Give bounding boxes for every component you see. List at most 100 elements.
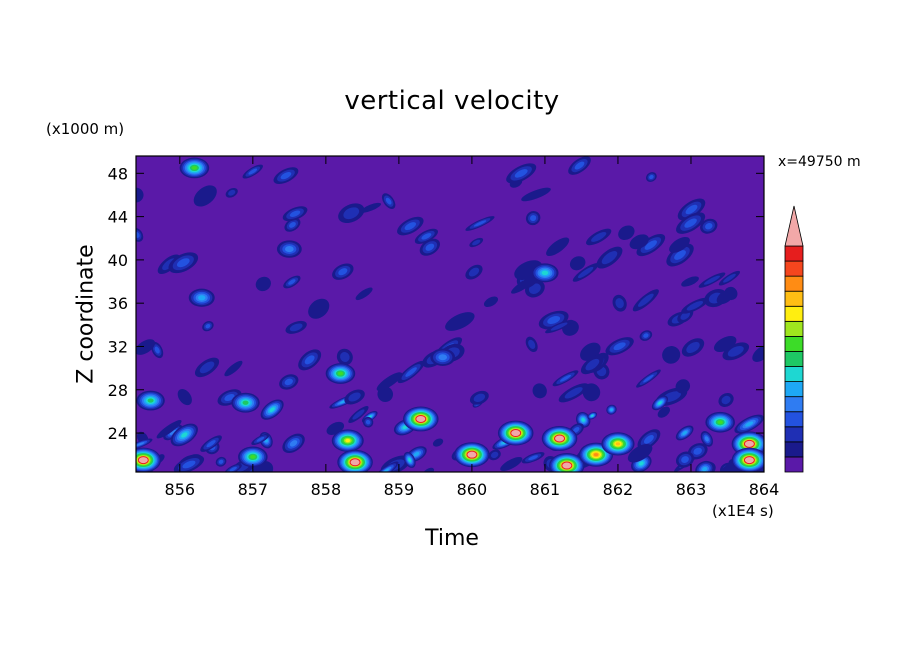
contour-blob (360, 202, 381, 213)
x-ticks: 856 857 858 859 860 861 862 863 864 (165, 156, 779, 499)
contour-blob (713, 336, 737, 353)
velocity-feature (541, 425, 578, 451)
contour-blob (432, 438, 444, 447)
velocity-feature (430, 348, 456, 366)
contour-blob (414, 228, 439, 244)
contour-blob (572, 263, 599, 282)
contour-blob (545, 319, 574, 334)
contour-ring (289, 210, 301, 217)
contour-ring (432, 438, 444, 447)
contour-ring (224, 360, 243, 377)
feature-ring (541, 270, 549, 276)
contour-blob (255, 276, 271, 292)
contour-ring (468, 267, 480, 277)
contour-ring (288, 279, 296, 285)
contour-ring (181, 432, 188, 438)
x-tick-label: 859 (384, 480, 415, 499)
contour-ring (546, 237, 570, 257)
contour-blob (177, 388, 192, 406)
velocity-feature (497, 420, 534, 446)
contour-ring (256, 436, 265, 442)
feature-peak (466, 450, 478, 459)
contour-ring (681, 276, 699, 287)
contour-ring (228, 189, 236, 196)
velocity-feature (454, 442, 490, 468)
contour-ring (528, 339, 536, 349)
colorbar-band (784, 381, 804, 398)
contour-blob (282, 206, 308, 222)
contour-blob (381, 193, 396, 209)
contour-ring (199, 361, 215, 374)
contour-ring (550, 322, 568, 331)
contour-blob (596, 246, 623, 269)
contour-ring (727, 345, 744, 357)
contour-blob (681, 338, 705, 357)
contour-blob (194, 357, 220, 378)
contour-ring (680, 311, 691, 320)
velocity-feature (331, 429, 364, 452)
colorbar-band (784, 396, 804, 413)
contour-blob (605, 337, 634, 356)
contour-ring (360, 202, 381, 213)
contour-ring (425, 243, 435, 251)
contour-field (136, 156, 764, 472)
contour-ring (408, 458, 412, 462)
velocity-feature (731, 447, 764, 472)
contour-blob (136, 227, 144, 242)
contour-ring (169, 429, 176, 435)
y-ticks: 24 28 32 36 40 44 48 (108, 164, 764, 443)
contour-ring (511, 275, 538, 294)
contour-ring (752, 345, 764, 362)
contour-blob (718, 270, 741, 286)
contour-blob (618, 225, 635, 241)
contour-ring (413, 451, 420, 457)
contour-blob (397, 360, 425, 384)
colorbar-tick-label: 0.018 (811, 0, 854, 4)
contour-ring (472, 239, 481, 246)
contour-ring (500, 457, 523, 472)
velocity-feature (549, 453, 585, 472)
contour-ring (218, 459, 224, 464)
contour-blob (662, 346, 681, 364)
contour-ring (154, 346, 160, 354)
contour-ring (644, 435, 654, 444)
feature-peak (510, 429, 522, 438)
contour-ring (352, 409, 365, 420)
contour-blob (332, 263, 354, 280)
contour-ring (674, 250, 686, 260)
contour-blob (136, 339, 156, 355)
contour-blob (546, 237, 570, 257)
contour-blob (200, 435, 222, 452)
feature-peak (743, 456, 755, 465)
colorbar-band (784, 245, 804, 262)
contour-blob (569, 256, 586, 271)
contour-ring (136, 339, 156, 355)
contour-blob (525, 336, 538, 353)
contour-ring (348, 392, 361, 402)
contour-blob (675, 379, 691, 394)
x-tick-label: 858 (311, 480, 342, 499)
contour-blob (488, 449, 501, 461)
velocity-feature (188, 288, 215, 307)
contour-blob (532, 383, 547, 399)
contour-ring (224, 393, 235, 402)
velocity-feature (231, 392, 260, 413)
contour-ring (682, 430, 688, 435)
colorbar-band (784, 305, 804, 322)
contour-ring (721, 395, 731, 405)
contour-ring (547, 316, 561, 325)
y-tick-label: 48 (108, 164, 128, 183)
contour-blob (716, 289, 734, 305)
contour-ring (136, 231, 140, 238)
contour-ring (657, 406, 670, 418)
feature-ring (250, 454, 256, 459)
feature-peak (554, 434, 566, 443)
contour-ring (585, 358, 600, 371)
contour-blob (700, 218, 718, 234)
feature-ring (438, 354, 448, 361)
velocity-feature (238, 446, 268, 468)
contour-blob (666, 243, 694, 267)
contour-blob (445, 312, 475, 331)
contour-blob (681, 276, 699, 287)
contour-blob (677, 198, 706, 221)
